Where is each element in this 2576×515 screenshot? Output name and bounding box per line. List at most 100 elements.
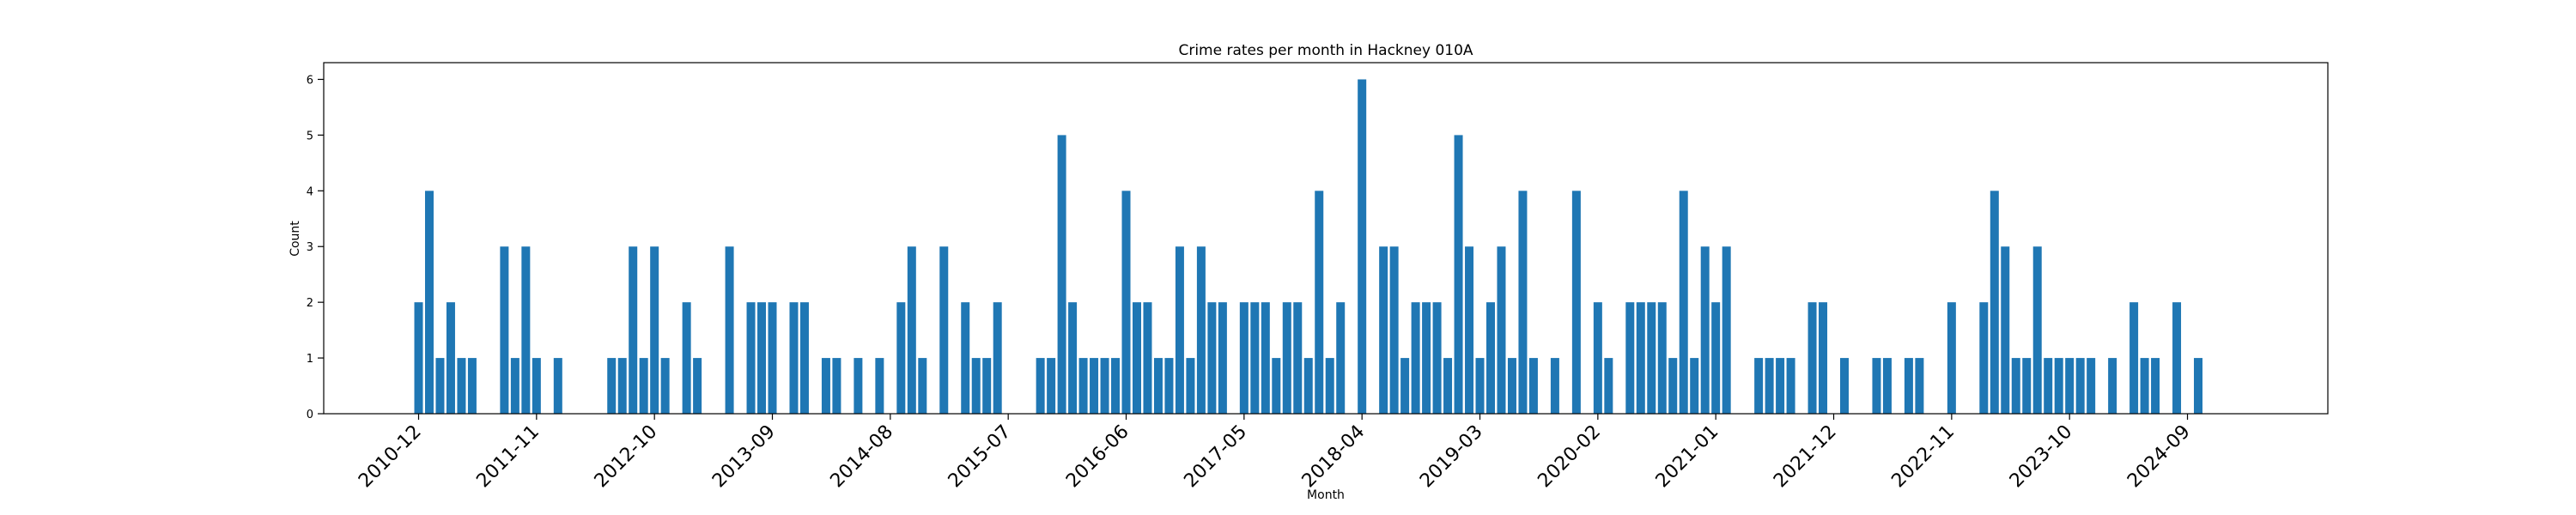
bar-2021-02 [1722, 246, 1731, 414]
bar-2023-06 [2022, 358, 2032, 414]
bar-2018-07 [1389, 246, 1399, 414]
x-tick-label: 2018-04 [1298, 421, 1370, 493]
bar-2023-09 [2054, 358, 2063, 414]
bar-2010-12 [414, 302, 423, 414]
bar-2018-10 [1422, 302, 1431, 414]
y-tick-label: 5 [307, 130, 313, 142]
bar-2013-08 [757, 302, 767, 414]
bar-2023-12 [2087, 358, 2096, 414]
bar-2016-01 [1068, 302, 1078, 414]
bar-2017-01 [1196, 246, 1206, 414]
bar-2017-10 [1293, 302, 1303, 414]
bar-2016-05 [1111, 358, 1121, 414]
bar-2012-09 [639, 358, 648, 414]
bar-2016-02 [1078, 358, 1088, 414]
bar-2014-03 [832, 358, 841, 414]
bar-2020-11 [1690, 358, 1699, 414]
bar-2019-04 [1486, 302, 1495, 414]
bar-2022-07 [1904, 358, 1913, 414]
y-tick-label: 2 [307, 297, 313, 310]
bar-2014-05 [854, 358, 863, 414]
x-axis: 2010-12 2011-11 2012-10 2013-09 2014-08 2015-… [355, 414, 2195, 492]
x-tick-label: 2024-09 [2123, 421, 2195, 493]
bar-2011-08 [500, 246, 509, 414]
bar-2023-11 [2075, 358, 2085, 414]
bar-2019-10 [1550, 358, 1559, 414]
bar-2015-12 [1057, 135, 1066, 414]
x-tick-label: 2016-06 [1062, 421, 1133, 493]
bar-2018-11 [1432, 302, 1442, 414]
bar-2022-01 [1840, 358, 1850, 414]
bar-2017-03 [1218, 302, 1227, 414]
y-tick-label: 1 [307, 353, 313, 366]
bar-2017-05 [1239, 302, 1249, 414]
y-tick-label: 3 [307, 241, 313, 254]
bar-2011-01 [424, 191, 434, 414]
bars-group [414, 79, 2203, 414]
x-tick-label: 2019-03 [1416, 421, 1487, 493]
bar-2024-05 [2140, 358, 2149, 414]
x-tick-label: 2014-08 [826, 421, 897, 493]
bar-2022-05 [1882, 358, 1892, 414]
bar-2020-05 [1625, 302, 1635, 414]
x-tick-label: 2010-12 [355, 421, 426, 493]
bar-2015-11 [1047, 358, 1056, 414]
bar-2024-02 [2108, 358, 2117, 414]
bar-2016-11 [1175, 246, 1184, 414]
bar-2013-07 [746, 302, 756, 414]
bar-2020-09 [1668, 358, 1678, 414]
bar-2020-08 [1657, 302, 1667, 414]
bar-2018-04 [1358, 79, 1367, 414]
bar-2016-03 [1090, 358, 1099, 414]
bar-2013-12 [799, 302, 809, 414]
bar-2020-03 [1604, 358, 1613, 414]
bar-2022-11 [1947, 302, 1956, 414]
plot-frame [323, 62, 2329, 415]
x-tick-label: 2017-05 [1180, 421, 1251, 493]
bar-2023-03 [1990, 191, 1999, 414]
bar-2016-07 [1132, 302, 1141, 414]
bar-2012-10 [650, 246, 659, 414]
x-tick-label: 2021-12 [1770, 421, 1841, 493]
y-tick-label: 4 [307, 185, 313, 198]
bar-2017-09 [1282, 302, 1291, 414]
bar-2014-11 [918, 358, 927, 414]
chart-title: Crime rates per month in Hackney 010A [1178, 42, 1473, 59]
bar-2017-08 [1272, 358, 1281, 414]
bar-2015-05 [982, 358, 992, 414]
bar-2019-01 [1454, 135, 1463, 414]
bar-2013-09 [768, 302, 777, 414]
bar-2018-09 [1411, 302, 1420, 414]
bar-2020-07 [1647, 302, 1656, 414]
bar-2016-09 [1153, 358, 1163, 414]
bar-2011-05 [467, 358, 477, 414]
bar-2011-10 [521, 246, 531, 414]
bar-2023-04 [2001, 246, 2010, 414]
bar-2015-03 [961, 302, 970, 414]
bar-2020-10 [1679, 191, 1688, 414]
bar-2019-03 [1475, 358, 1485, 414]
bar-2021-07 [1776, 358, 1785, 414]
bar-2017-02 [1207, 302, 1217, 414]
bar-2013-11 [789, 302, 799, 414]
bar-2012-06 [607, 358, 617, 414]
bar-2022-04 [1872, 358, 1881, 414]
bar-2012-07 [617, 358, 627, 414]
bar-2016-06 [1121, 191, 1131, 414]
bar-2014-09 [896, 302, 906, 414]
bar-2019-08 [1528, 358, 1538, 414]
x-tick-label: 2020-02 [1534, 421, 1605, 493]
bar-2011-09 [510, 358, 519, 414]
bar-2019-05 [1497, 246, 1506, 414]
bar-2011-02 [435, 358, 445, 414]
bar-2011-11 [532, 358, 541, 414]
bar-2013-01 [682, 302, 691, 414]
bar-2016-12 [1186, 358, 1195, 414]
bar-2016-08 [1143, 302, 1152, 414]
bar-2018-12 [1443, 358, 1453, 414]
bar-2020-12 [1700, 246, 1710, 414]
x-tick-label: 2011-11 [472, 421, 544, 493]
bar-2021-01 [1711, 302, 1721, 414]
bar-2024-08 [2172, 302, 2182, 414]
